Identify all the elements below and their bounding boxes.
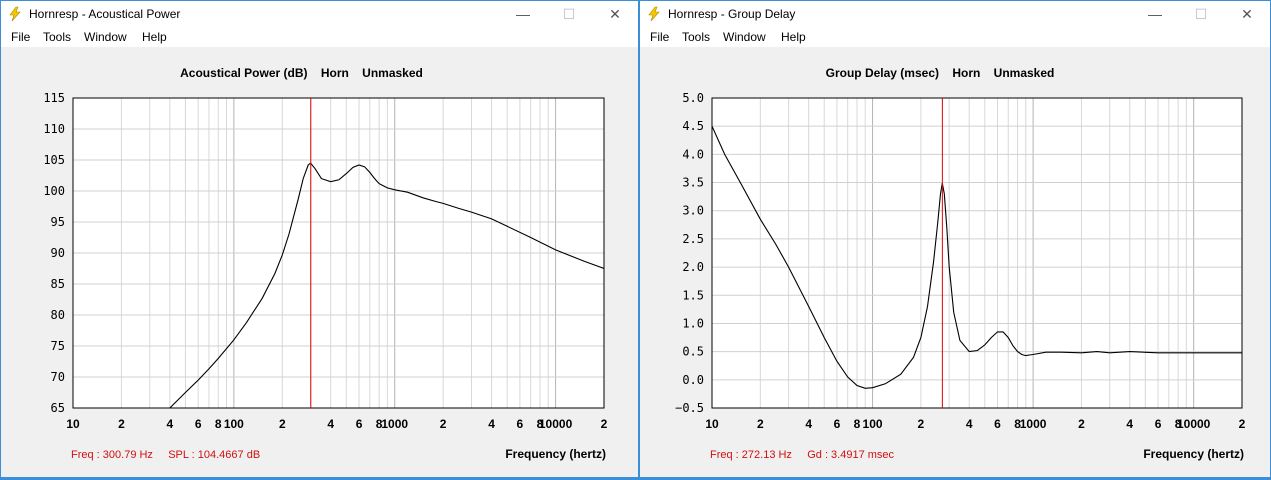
y-tick-label: 90 bbox=[51, 246, 65, 260]
x-axis-label: Frequency (hertz) bbox=[1143, 447, 1244, 461]
x-tick-label: 2 bbox=[601, 417, 608, 431]
x-tick-label: 10 bbox=[66, 417, 80, 431]
y-tick-label: 0.0 bbox=[682, 373, 704, 387]
x-tick-label: 100 bbox=[863, 417, 883, 431]
y-tick-label: −0.5 bbox=[675, 401, 704, 415]
y-tick-label: 80 bbox=[51, 308, 65, 322]
menu-tools[interactable]: Tools bbox=[43, 30, 72, 44]
taskbar-edge bbox=[0, 477, 1271, 480]
y-tick-label: 85 bbox=[51, 277, 65, 291]
y-tick-label: 4.5 bbox=[682, 119, 704, 133]
x-tick-label: 1000 bbox=[381, 417, 408, 431]
menu-bar: File Tools Window Help bbox=[1, 27, 638, 47]
y-tick-label: 105 bbox=[43, 153, 65, 167]
y-tick-label: 75 bbox=[51, 339, 65, 353]
x-tick-label: 1000 bbox=[1020, 417, 1047, 431]
x-tick-label: 8 bbox=[215, 417, 222, 431]
maximize-button[interactable]: ☐ bbox=[562, 6, 576, 22]
acoustical-power-window: Hornresp - Acoustical Power — ☐ ✕ File T… bbox=[0, 0, 639, 480]
y-tick-label: 4.0 bbox=[682, 147, 704, 161]
x-tick-label: 10000 bbox=[1177, 417, 1211, 431]
x-tick-label: 100 bbox=[224, 417, 244, 431]
x-tick-label: 4 bbox=[805, 417, 812, 431]
group-delay-window: Hornresp - Group Delay — ☐ ✕ File Tools … bbox=[639, 0, 1271, 480]
x-tick-label: 2 bbox=[1078, 417, 1085, 431]
x-tick-label: 4 bbox=[1126, 417, 1133, 431]
maximize-button[interactable]: ☐ bbox=[1194, 6, 1208, 22]
x-tick-label: 6 bbox=[356, 417, 363, 431]
x-axis-label: Frequency (hertz) bbox=[505, 447, 606, 461]
y-tick-label: 3.5 bbox=[682, 176, 704, 190]
x-tick-label: 8 bbox=[537, 417, 544, 431]
y-tick-label: 1.0 bbox=[682, 316, 704, 330]
cursor-readout: Freq : 272.13 Hz Gd : 3.4917 msec bbox=[710, 449, 895, 461]
title-bar[interactable]: Hornresp - Group Delay — ☐ ✕ bbox=[640, 1, 1270, 27]
group-delay-chart[interactable]: −0.5 0.0 0.5 1.0 1.5 2.0 2.5 3.0 3.5 4.0 4.5 5.0 10 2… bbox=[640, 47, 1270, 477]
x-tick-label: 4 bbox=[488, 417, 495, 431]
x-tick-label: 6 bbox=[834, 417, 841, 431]
x-tick-label: 6 bbox=[994, 417, 1001, 431]
close-button[interactable]: ✕ bbox=[1241, 6, 1253, 22]
lightning-bolt-icon bbox=[648, 6, 660, 22]
menu-window[interactable]: Window bbox=[723, 30, 766, 44]
minimize-button[interactable]: — bbox=[1148, 6, 1162, 22]
menu-window[interactable]: Window bbox=[84, 30, 127, 44]
close-button[interactable]: ✕ bbox=[609, 6, 621, 22]
window-title: Hornresp - Group Delay bbox=[668, 7, 796, 21]
x-tick-label: 8 bbox=[376, 417, 383, 431]
menu-file[interactable]: File bbox=[650, 30, 670, 44]
menu-tools[interactable]: Tools bbox=[682, 30, 711, 44]
x-tick-label: 2 bbox=[918, 417, 925, 431]
x-tick-label: 10 bbox=[705, 417, 719, 431]
x-tick-label: 6 bbox=[195, 417, 202, 431]
y-tick-label: 5.0 bbox=[682, 91, 704, 105]
y-tick-label: 0.5 bbox=[682, 345, 704, 359]
window-title: Hornresp - Acoustical Power bbox=[29, 7, 181, 21]
x-tick-label: 2 bbox=[757, 417, 764, 431]
x-tick-label: 8 bbox=[854, 417, 861, 431]
chart-title: Group Delay (msec) Horn Unmasked bbox=[826, 66, 1055, 80]
y-tick-label: 115 bbox=[43, 91, 65, 105]
cursor-readout: Freq : 300.79 Hz SPL : 104.4667 dB bbox=[71, 449, 260, 461]
lightning-bolt-icon bbox=[9, 6, 21, 22]
y-tick-label: 2.5 bbox=[682, 232, 704, 246]
x-tick-label: 2 bbox=[1239, 417, 1246, 431]
menu-help[interactable]: Help bbox=[142, 30, 167, 44]
x-tick-label: 6 bbox=[517, 417, 524, 431]
y-tick-label: 70 bbox=[51, 370, 65, 384]
y-tick-label: 2.0 bbox=[682, 260, 704, 274]
y-tick-label: 3.0 bbox=[682, 204, 704, 218]
plot-area bbox=[712, 98, 1242, 408]
y-tick-label: 110 bbox=[43, 122, 65, 136]
menu-help[interactable]: Help bbox=[781, 30, 806, 44]
plot-frame bbox=[72, 97, 605, 409]
data-series-line bbox=[712, 125, 1242, 389]
minimize-button[interactable]: — bbox=[516, 6, 530, 22]
menu-file[interactable]: File bbox=[11, 30, 31, 44]
menu-bar: File Tools Window Help bbox=[640, 27, 1270, 47]
x-tick-label: 8 bbox=[1014, 417, 1021, 431]
data-series-line bbox=[169, 162, 604, 408]
x-tick-label: 4 bbox=[327, 417, 334, 431]
y-tick-label: 1.5 bbox=[682, 288, 704, 302]
y-tick-label: 100 bbox=[43, 184, 65, 198]
x-tick-label: 10000 bbox=[539, 417, 573, 431]
x-tick-label: 6 bbox=[1155, 417, 1162, 431]
x-tick-label: 4 bbox=[167, 417, 174, 431]
y-tick-label: 65 bbox=[51, 401, 65, 415]
x-tick-label: 2 bbox=[279, 417, 286, 431]
x-tick-label: 4 bbox=[966, 417, 973, 431]
plot-frame bbox=[711, 97, 1243, 409]
y-tick-label: 95 bbox=[51, 215, 65, 229]
chart-title: Acoustical Power (dB) Horn Unmasked bbox=[180, 66, 423, 80]
x-tick-label: 8 bbox=[1175, 417, 1182, 431]
title-bar[interactable]: Hornresp - Acoustical Power — ☐ ✕ bbox=[1, 1, 638, 27]
x-tick-label: 2 bbox=[440, 417, 447, 431]
x-tick-label: 2 bbox=[118, 417, 125, 431]
